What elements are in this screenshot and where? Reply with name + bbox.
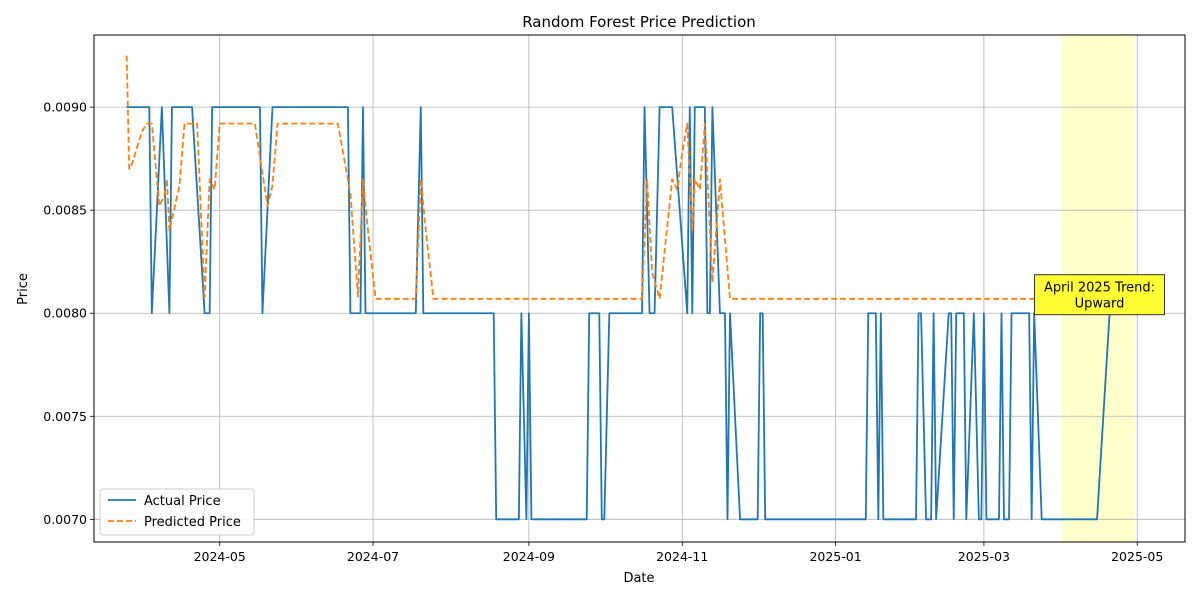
- plot-frame: [93, 34, 1186, 543]
- series-layer: [125, 55, 1138, 521]
- legend-label-predicted: Predicted Price: [144, 515, 241, 530]
- x-axis: 2024-05 2024-07 2024-09 2024-11 2025-01 2025-…: [194, 542, 1163, 564]
- chart-title: Random Forest Price Prediction: [522, 13, 756, 31]
- y-axis: 0.0070 0.0075 0.0080 0.0085 0.0090: [43, 100, 94, 527]
- y-tick-label: 0.0080: [43, 306, 87, 321]
- x-tick-label: 2024-07: [347, 549, 399, 564]
- y-tick-label: 0.0070: [43, 512, 87, 527]
- legend-label-actual: Actual Price: [144, 494, 221, 509]
- annotation-box: [1034, 274, 1166, 316]
- trend-annotation: April 2025 Trend: Upward: [1034, 274, 1166, 316]
- x-tick-label: 2025-01: [809, 549, 861, 564]
- x-axis-label: Date: [623, 571, 654, 586]
- x-tick-label: 2024-09: [503, 549, 555, 564]
- x-tick-label: 2024-11: [656, 549, 708, 564]
- annotation-text-line-2: Upward: [1075, 297, 1125, 312]
- x-tick-label: 2024-05: [194, 549, 246, 564]
- x-tick-label: 2025-03: [958, 549, 1010, 564]
- y-tick-label: 0.0090: [43, 100, 87, 115]
- legend: Actual Price Predicted Price: [99, 488, 255, 536]
- x-tick-label: 2025-05: [1111, 549, 1163, 564]
- predicted-price-line: [125, 55, 1138, 300]
- y-tick-label: 0.0085: [43, 203, 87, 218]
- annotation-text-line-1: April 2025 Trend:: [1044, 281, 1155, 296]
- legend-box: [99, 488, 255, 536]
- actual-price-line: [126, 106, 1111, 521]
- y-axis-label: Price: [16, 273, 31, 305]
- y-tick-label: 0.0075: [43, 409, 87, 424]
